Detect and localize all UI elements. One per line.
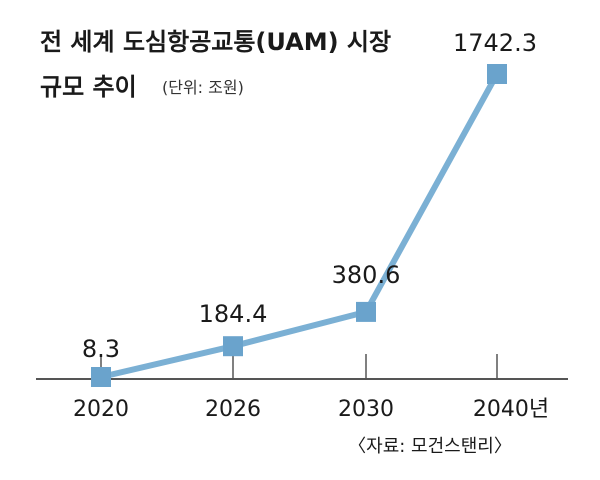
- x-axis-ticks: [100, 354, 498, 380]
- chart-title: 전 세계 도심항공교통(UAM) 시장: [40, 28, 391, 56]
- series-line: [100, 72, 500, 380]
- data-label-2030: 380.6: [332, 261, 401, 289]
- x-tick-label-3: 2040년: [473, 397, 549, 422]
- series-polyline: [100, 72, 500, 380]
- data-label-2040년: 1742.3: [453, 29, 537, 57]
- chart-title-line2: 규모 추이: [40, 73, 137, 101]
- data-point-2030: [356, 301, 376, 322]
- data-point-2026: [223, 336, 243, 357]
- unit-label: (단위: 조원): [162, 78, 244, 97]
- data-points: [91, 64, 507, 387]
- data-label-2026: 184.4: [199, 300, 268, 328]
- data-point-2040년: [487, 64, 507, 84]
- data-point-2020: [91, 367, 111, 387]
- data-labels: 8.3 184.4 380.6 1742.3: [82, 29, 537, 363]
- x-tick-label-1: 2026: [205, 397, 261, 422]
- x-tick-label-2: 2030: [338, 397, 394, 422]
- data-label-2020: 8.3: [82, 335, 120, 363]
- x-tick-labels: 2020 2026 2030 2040년: [73, 397, 549, 422]
- x-tick-label-0: 2020: [73, 397, 129, 422]
- source-note: 〈자료: 모건스탠리〉: [348, 436, 512, 457]
